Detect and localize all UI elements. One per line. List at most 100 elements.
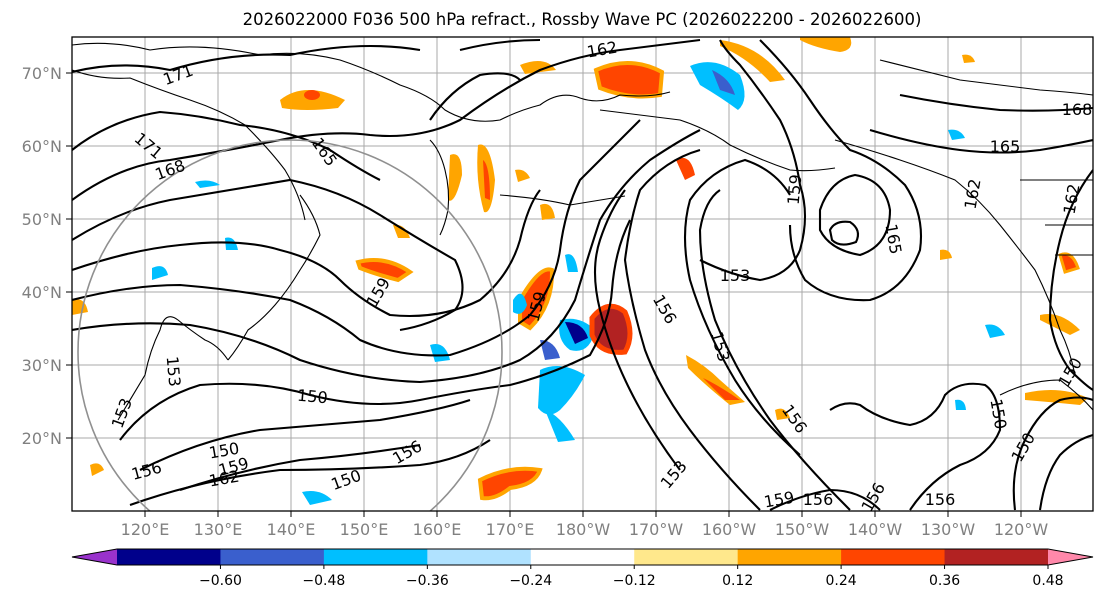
anomaly-negative xyxy=(430,344,450,362)
anomaly-positive xyxy=(775,408,790,420)
anomaly-negative xyxy=(565,322,588,344)
contour-153d xyxy=(699,39,806,282)
colorbar-segment xyxy=(427,549,532,565)
contour-168 xyxy=(72,38,701,201)
anomaly-positive xyxy=(676,157,695,180)
contour-150 xyxy=(139,399,471,471)
contour-label: 153 xyxy=(163,355,185,387)
latitude-labels: 70°N 60°N 50°N 40°N 30°N 20°N xyxy=(22,64,62,448)
colorbar-tick-label: −0.60 xyxy=(199,573,242,589)
colorbar-tick-label: −0.12 xyxy=(613,573,656,589)
anomaly-positive xyxy=(540,203,555,220)
lon-label: 120°E xyxy=(121,520,170,539)
colorbar-tick-label: −0.24 xyxy=(509,573,552,589)
anomaly-positive xyxy=(962,54,975,63)
coastline-borders xyxy=(1020,179,1093,256)
coastline-asia xyxy=(72,69,306,221)
anomaly-positive xyxy=(800,37,852,52)
coastline-north-america xyxy=(834,139,1076,376)
contour-label: 150 xyxy=(296,386,328,408)
anomaly-positive xyxy=(940,249,952,260)
contour-label: 159 xyxy=(784,173,806,205)
lon-label: 160°E xyxy=(413,520,462,539)
colorbar-extend-min xyxy=(72,549,117,565)
lat-label: 40°N xyxy=(22,283,62,302)
anomaly-positive xyxy=(686,355,745,405)
map-content xyxy=(72,37,1093,511)
coastline-alaska xyxy=(599,109,836,172)
contour-150f xyxy=(1038,433,1093,511)
contour-165-low xyxy=(818,173,892,257)
colorbar-segment xyxy=(117,549,221,565)
lon-label: 170°W xyxy=(629,520,684,539)
contour-159b xyxy=(759,39,923,302)
lon-label: 180°W xyxy=(556,520,611,539)
anomaly-positive xyxy=(593,60,665,99)
lon-label: 140°E xyxy=(267,520,316,539)
anomaly-positive xyxy=(483,160,490,200)
contour-label: 168 xyxy=(1062,100,1093,119)
colorbar-tick-label: −0.36 xyxy=(406,573,449,589)
lon-label: 170°E xyxy=(486,520,535,539)
contour-150e xyxy=(1012,396,1093,511)
anomaly-positive xyxy=(304,90,320,100)
contour-label: 156 xyxy=(925,490,956,509)
coastline-mexico xyxy=(999,379,1093,411)
colorbar-outline xyxy=(71,548,1094,566)
colorbar-segment xyxy=(220,549,325,565)
contour-168-low xyxy=(828,220,860,246)
coastline-kamchatka xyxy=(429,139,450,236)
contour-162b xyxy=(1048,169,1093,391)
reference-circle xyxy=(77,139,503,511)
colorbar-tick-label: 0.24 xyxy=(826,573,857,589)
contour-159c xyxy=(769,488,881,511)
anomaly-positive xyxy=(518,267,555,331)
lon-label: 150°W xyxy=(775,520,830,539)
contour-label: 153 xyxy=(720,266,751,285)
anomaly-negative xyxy=(712,70,735,95)
anomaly-positive xyxy=(355,258,414,283)
colorbar-segment xyxy=(737,549,842,565)
anomaly-negative xyxy=(540,340,560,360)
anomaly-positive xyxy=(477,466,543,501)
contour-168b xyxy=(899,93,1093,112)
lon-label: 140°W xyxy=(848,520,903,539)
contour-150d xyxy=(683,158,801,456)
anomaly-positive xyxy=(393,224,410,238)
coastline-siberia xyxy=(72,42,671,122)
contour-162 xyxy=(72,189,541,318)
contour-171b xyxy=(72,110,381,181)
contour-162d xyxy=(459,38,541,52)
anomaly-positive xyxy=(1025,389,1088,405)
lon-label: 130°W xyxy=(921,520,976,539)
contours xyxy=(72,38,1093,511)
lat-label: 50°N xyxy=(22,210,62,229)
contour-156c xyxy=(829,382,1002,511)
contour-153c xyxy=(698,189,851,511)
colorbar-segment xyxy=(323,549,428,565)
lat-label: 70°N xyxy=(22,64,62,83)
anomaly-positive xyxy=(1058,252,1080,274)
colorbar-tick-label: −0.48 xyxy=(302,573,345,589)
anomaly-negative xyxy=(955,399,966,410)
contour-156b xyxy=(623,148,761,511)
contour-label: 156 xyxy=(803,490,834,509)
anomaly-negative xyxy=(565,254,578,272)
anomaly-positive xyxy=(515,169,530,182)
contour-153 xyxy=(119,219,631,441)
longitude-labels: 120°E 130°E 140°E 150°E 160°E 170°E 180°… xyxy=(121,520,1049,539)
colorbar-segment xyxy=(944,549,1049,565)
anomaly-negative xyxy=(302,491,332,505)
anomaly-negative xyxy=(225,237,238,250)
anomaly-negative xyxy=(513,293,527,314)
contour-159 xyxy=(72,119,641,357)
colorbar-segment xyxy=(841,549,946,565)
contour-150b xyxy=(179,443,421,491)
lon-label: 160°W xyxy=(702,520,757,539)
coastline-arctic-canada xyxy=(879,59,1093,96)
contour-165b xyxy=(869,128,1093,154)
contour-156 xyxy=(72,129,701,384)
lon-label: 130°E xyxy=(194,520,243,539)
coastline-japan xyxy=(227,194,321,361)
